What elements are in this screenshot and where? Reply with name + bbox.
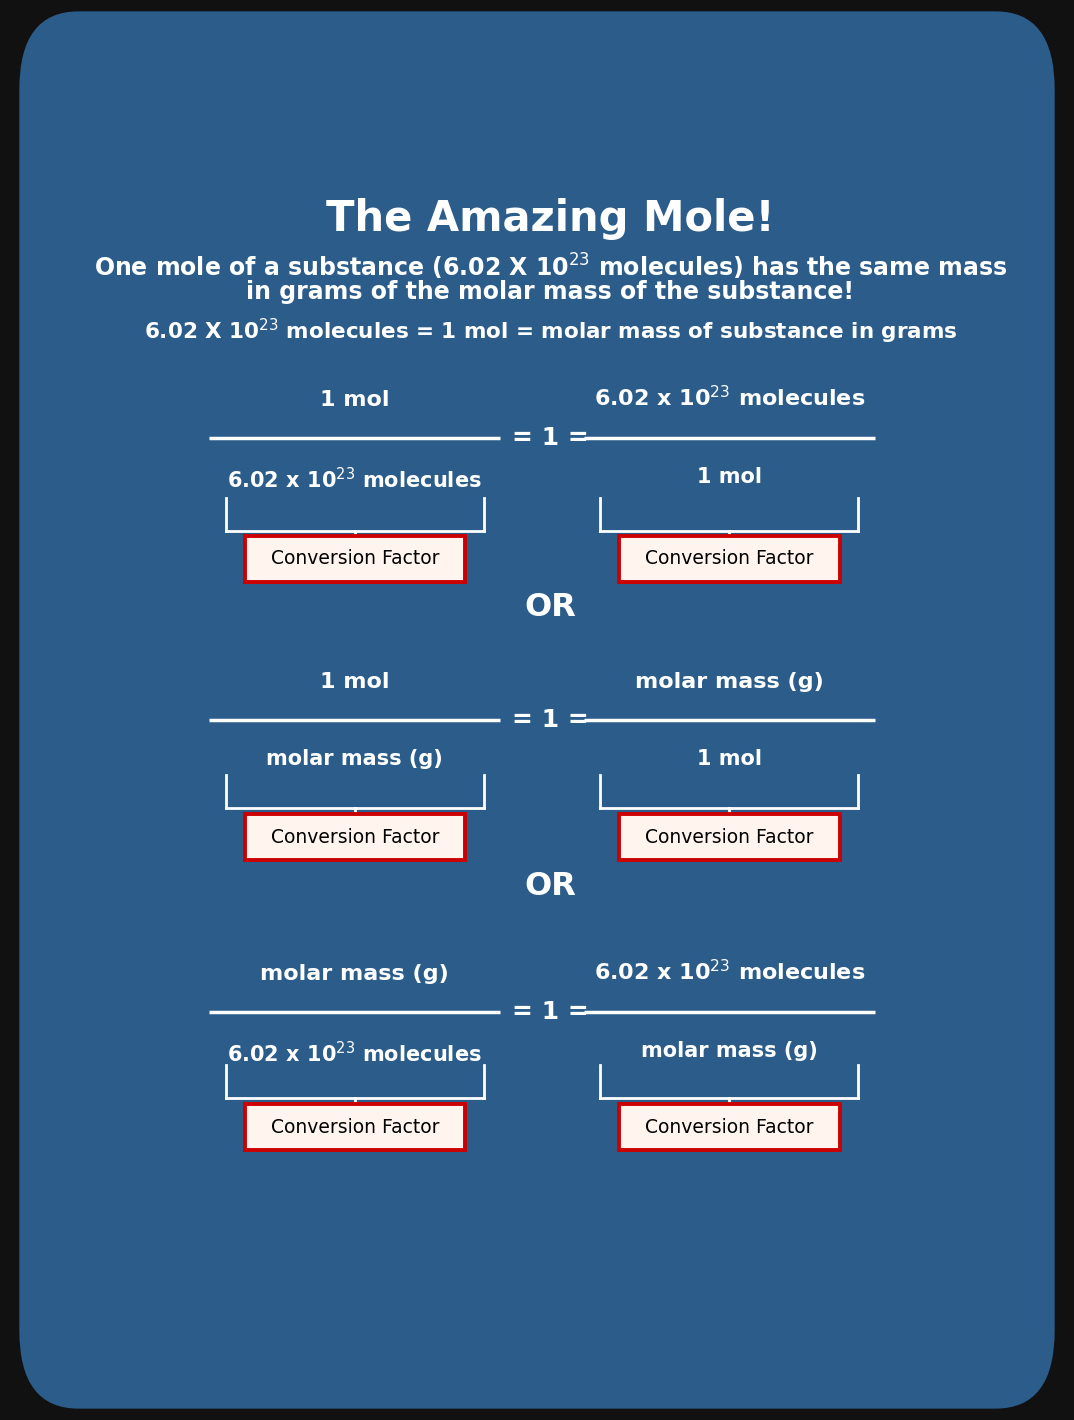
Text: molar mass (g): molar mass (g) bbox=[266, 748, 444, 768]
FancyBboxPatch shape bbox=[619, 815, 840, 861]
Text: molar mass (g): molar mass (g) bbox=[261, 964, 449, 984]
Text: Conversion Factor: Conversion Factor bbox=[645, 1118, 814, 1136]
Text: OR: OR bbox=[524, 592, 577, 623]
FancyBboxPatch shape bbox=[245, 1105, 465, 1150]
Text: 1 mol: 1 mol bbox=[320, 672, 390, 692]
Text: = 1 =: = 1 = bbox=[512, 1000, 589, 1024]
Text: 6.02 x 10$^{23}$ molecules: 6.02 x 10$^{23}$ molecules bbox=[228, 467, 482, 491]
FancyBboxPatch shape bbox=[619, 1105, 840, 1150]
Text: 6.02 X 10$^{23}$ molecules = 1 mol = molar mass of substance in grams: 6.02 X 10$^{23}$ molecules = 1 mol = mol… bbox=[144, 317, 957, 345]
Text: OR: OR bbox=[524, 870, 577, 902]
Text: = 1 =: = 1 = bbox=[512, 709, 589, 733]
FancyBboxPatch shape bbox=[245, 815, 465, 861]
Text: 6.02 x 10$^{23}$ molecules: 6.02 x 10$^{23}$ molecules bbox=[228, 1041, 482, 1066]
Text: Conversion Factor: Conversion Factor bbox=[645, 550, 814, 568]
Text: molar mass (g): molar mass (g) bbox=[641, 1041, 817, 1061]
Text: Conversion Factor: Conversion Factor bbox=[271, 1118, 439, 1136]
Text: 6.02 x 10$^{23}$ molecules: 6.02 x 10$^{23}$ molecules bbox=[594, 959, 865, 984]
Text: = 1 =: = 1 = bbox=[512, 426, 589, 450]
Text: Conversion Factor: Conversion Factor bbox=[271, 828, 439, 846]
Text: molar mass (g): molar mass (g) bbox=[635, 672, 824, 692]
Text: 1 mol: 1 mol bbox=[697, 467, 761, 487]
Text: 6.02 x 10$^{23}$ molecules: 6.02 x 10$^{23}$ molecules bbox=[594, 385, 865, 410]
FancyBboxPatch shape bbox=[619, 535, 840, 582]
Text: in grams of the molar mass of the substance!: in grams of the molar mass of the substa… bbox=[246, 280, 855, 304]
Text: Conversion Factor: Conversion Factor bbox=[645, 828, 814, 846]
Text: One mole of a substance (6.02 X 10$^{23}$ molecules) has the same mass: One mole of a substance (6.02 X 10$^{23}… bbox=[93, 251, 1007, 281]
Text: The Amazing Mole!: The Amazing Mole! bbox=[326, 197, 774, 240]
FancyBboxPatch shape bbox=[245, 535, 465, 582]
Text: 1 mol: 1 mol bbox=[697, 748, 761, 768]
Text: Conversion Factor: Conversion Factor bbox=[271, 550, 439, 568]
Text: 1 mol: 1 mol bbox=[320, 391, 390, 410]
